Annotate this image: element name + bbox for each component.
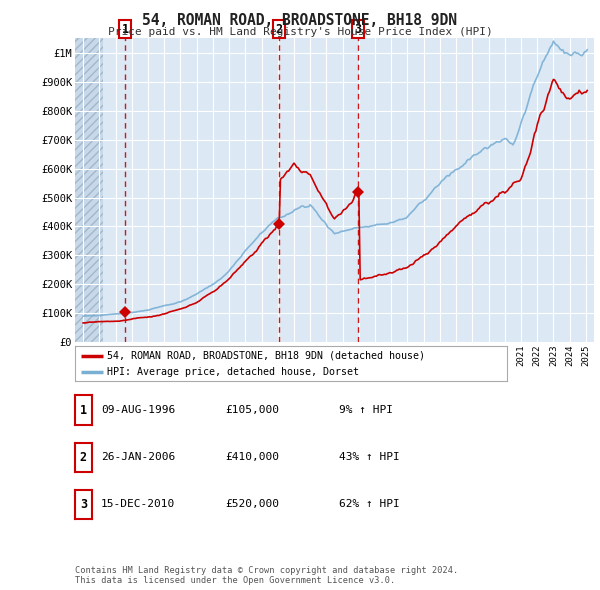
Text: Price paid vs. HM Land Registry's House Price Index (HPI): Price paid vs. HM Land Registry's House … <box>107 27 493 37</box>
Text: 1: 1 <box>122 22 129 35</box>
Text: 3: 3 <box>80 498 87 511</box>
Text: 2: 2 <box>80 451 87 464</box>
Text: Contains HM Land Registry data © Crown copyright and database right 2024.
This d: Contains HM Land Registry data © Crown c… <box>75 566 458 585</box>
Text: 26-JAN-2006: 26-JAN-2006 <box>101 453 175 462</box>
Text: £520,000: £520,000 <box>225 500 279 509</box>
Text: £410,000: £410,000 <box>225 453 279 462</box>
Text: 62% ↑ HPI: 62% ↑ HPI <box>339 500 400 509</box>
Text: £105,000: £105,000 <box>225 405 279 415</box>
Text: 15-DEC-2010: 15-DEC-2010 <box>101 500 175 509</box>
Text: 2: 2 <box>275 22 283 35</box>
Text: 9% ↑ HPI: 9% ↑ HPI <box>339 405 393 415</box>
Text: 09-AUG-1996: 09-AUG-1996 <box>101 405 175 415</box>
Text: 54, ROMAN ROAD, BROADSTONE, BH18 9DN (detached house): 54, ROMAN ROAD, BROADSTONE, BH18 9DN (de… <box>107 350 425 360</box>
Text: 1: 1 <box>80 404 87 417</box>
Text: HPI: Average price, detached house, Dorset: HPI: Average price, detached house, Dors… <box>107 367 359 377</box>
Bar <box>75 38 103 342</box>
Text: 3: 3 <box>355 22 362 35</box>
Text: 54, ROMAN ROAD, BROADSTONE, BH18 9DN: 54, ROMAN ROAD, BROADSTONE, BH18 9DN <box>143 13 458 28</box>
Text: 43% ↑ HPI: 43% ↑ HPI <box>339 453 400 462</box>
